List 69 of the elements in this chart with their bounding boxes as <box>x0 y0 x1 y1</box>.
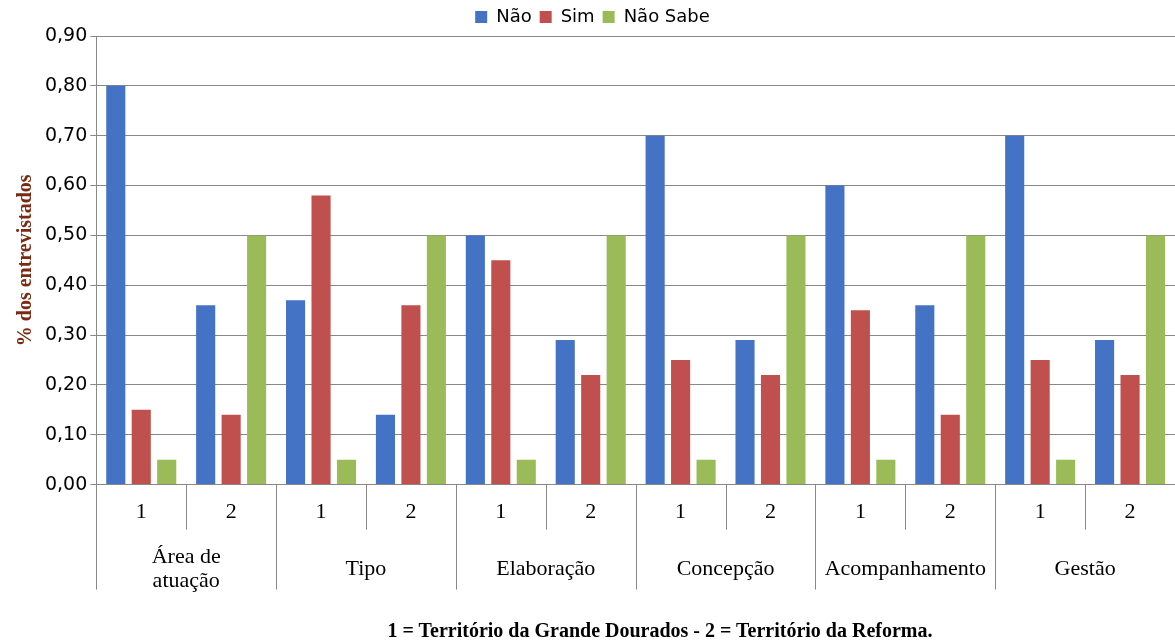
x-tick-label: 2 <box>225 497 237 523</box>
bar <box>247 235 267 485</box>
x-tick-label: 1 <box>315 497 327 523</box>
y-tick-label: 0,20 <box>44 371 88 394</box>
x-tick-label: 2 <box>944 497 956 523</box>
bar <box>760 374 781 485</box>
bar <box>286 300 306 485</box>
x-tick-label: 1 <box>495 497 507 523</box>
text: Elaboração <box>496 555 596 581</box>
x-tick-label: 2 <box>585 497 597 523</box>
text: Gestão <box>1054 555 1116 581</box>
y-tick-label: 0,10 <box>44 421 88 444</box>
bar <box>1120 374 1140 485</box>
text: 1 = Território da Grande Dourados - 2 = Território da Reforma. <box>387 619 933 642</box>
bar <box>1145 235 1166 485</box>
bar <box>491 260 511 485</box>
bar <box>555 340 575 485</box>
x-tick-label: 2 <box>764 497 776 523</box>
bar <box>1030 359 1050 485</box>
y-tick-label: 0,40 <box>44 272 88 295</box>
bar <box>696 459 716 485</box>
bar <box>1056 459 1076 485</box>
bar <box>915 305 935 485</box>
bar <box>966 235 986 485</box>
text: Área de atuação <box>151 543 221 593</box>
bar <box>671 359 691 485</box>
bar <box>1095 340 1115 485</box>
bar <box>581 374 601 485</box>
x-tick-label: 1 <box>675 497 687 523</box>
bar <box>645 135 665 485</box>
y-axis-title: % dos entrevistados <box>13 174 36 347</box>
legend-label: Não Sabe <box>623 4 710 26</box>
x-tick-label: 1 <box>854 497 866 523</box>
y-tick-label: 0,60 <box>44 172 88 195</box>
bar <box>336 459 357 485</box>
x-tick-label: 1 <box>135 497 147 523</box>
text: Tipo <box>345 555 387 581</box>
text: Acompanhamento <box>824 555 986 581</box>
bar <box>106 85 126 485</box>
bar <box>221 414 241 485</box>
bar <box>825 185 845 485</box>
bar <box>735 340 755 485</box>
y-tick-label: 0,70 <box>44 122 88 145</box>
legend-label: Não <box>496 4 532 26</box>
bar <box>131 409 151 485</box>
bar <box>157 459 177 485</box>
y-tick-label: 0,30 <box>44 322 88 344</box>
y-tick-label: 0,50 <box>44 222 88 245</box>
bar <box>786 235 806 485</box>
y-tick-label: 0,00 <box>44 471 88 494</box>
bar <box>606 235 626 485</box>
bar <box>465 235 485 485</box>
x-tick-label: 1 <box>1034 497 1046 523</box>
bar <box>401 305 421 485</box>
x-tick-label: 2 <box>405 497 417 523</box>
bar <box>850 310 870 485</box>
bar <box>876 459 896 485</box>
y-tick-label: 0,80 <box>44 72 88 95</box>
bar <box>375 414 396 485</box>
x-tick-label: 2 <box>1124 497 1136 523</box>
legend-label: Sim <box>560 4 595 26</box>
y-tick-label: 0,90 <box>44 22 88 45</box>
bar <box>196 305 216 485</box>
bar <box>1005 135 1025 485</box>
bar <box>940 414 960 485</box>
text: Concepção <box>676 555 775 581</box>
bar <box>311 195 331 485</box>
bar <box>516 459 536 485</box>
bar <box>426 235 446 485</box>
